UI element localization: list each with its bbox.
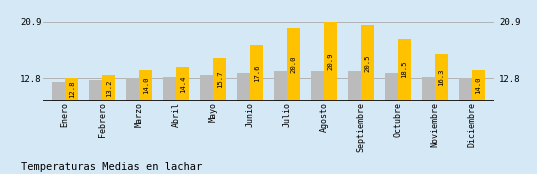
Text: 18.5: 18.5 <box>402 61 408 78</box>
Text: 16.3: 16.3 <box>439 69 445 86</box>
Bar <box>459 78 472 101</box>
Bar <box>163 77 176 101</box>
Bar <box>287 28 300 101</box>
Text: 14.0: 14.0 <box>143 77 149 94</box>
Text: Temperaturas Medias en lachar: Temperaturas Medias en lachar <box>21 162 203 172</box>
Bar <box>472 70 485 101</box>
Bar <box>435 54 448 101</box>
Bar <box>139 70 153 101</box>
Bar <box>422 77 435 101</box>
Bar <box>89 80 102 101</box>
Text: 14.0: 14.0 <box>475 77 482 94</box>
Text: 20.9: 20.9 <box>328 53 333 70</box>
Text: 12.8: 12.8 <box>69 81 75 98</box>
Bar <box>126 78 139 101</box>
Bar <box>361 25 374 101</box>
Bar <box>310 71 324 101</box>
Bar <box>52 81 65 101</box>
Bar <box>213 58 227 101</box>
Bar <box>347 71 361 101</box>
Text: 20.0: 20.0 <box>291 56 296 73</box>
Bar <box>176 67 190 101</box>
Text: 20.5: 20.5 <box>365 54 371 72</box>
Bar <box>384 73 398 101</box>
Bar <box>250 45 263 101</box>
Text: 13.2: 13.2 <box>106 79 112 97</box>
Text: 14.4: 14.4 <box>180 75 186 93</box>
Bar <box>398 38 411 101</box>
Bar <box>324 22 337 101</box>
Text: 15.7: 15.7 <box>217 71 223 88</box>
Bar <box>102 75 115 101</box>
Bar <box>274 71 287 101</box>
Bar <box>200 75 213 101</box>
Bar <box>65 78 78 101</box>
Bar <box>237 73 250 101</box>
Text: 17.6: 17.6 <box>253 64 260 82</box>
